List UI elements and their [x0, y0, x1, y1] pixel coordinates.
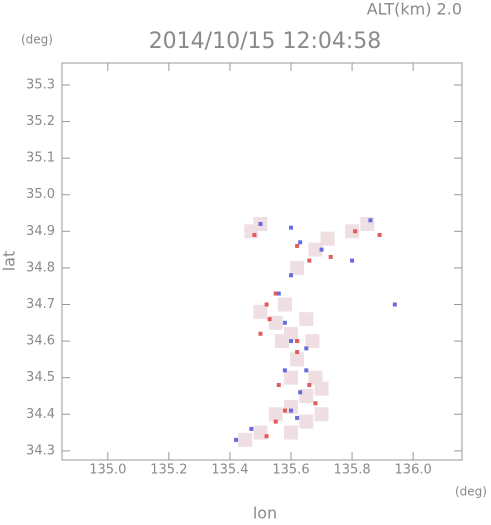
y-tick-label: 35.2: [26, 114, 55, 129]
radar-echo: [295, 243, 300, 248]
radar-echo: [289, 408, 294, 413]
radar-echo: [277, 297, 292, 312]
radar-echo: [282, 408, 287, 413]
radar-echo: [314, 407, 329, 422]
radar-echo: [295, 350, 300, 355]
x-axis-label: lon: [253, 504, 277, 522]
radar-echo: [289, 225, 294, 230]
radar-echo: [299, 312, 314, 327]
radar-echo: [264, 302, 269, 307]
radar-echo: [328, 254, 333, 259]
y-tick-label: 34.4: [26, 407, 55, 422]
radar-echo: [289, 339, 294, 344]
radar-echo: [268, 315, 283, 330]
radar-echo: [282, 368, 287, 373]
radar-echo: [282, 320, 287, 325]
altitude-label: ALT(km) 2.0: [367, 0, 462, 19]
radar-echo: [368, 218, 373, 223]
radar-echo: [284, 425, 299, 440]
radar-echo: [304, 368, 309, 373]
radar-echo: [258, 331, 263, 336]
radar-echo: [298, 390, 303, 395]
y-tick-label: 34.7: [26, 297, 55, 312]
radar-echo: [353, 229, 358, 234]
y-tick-label: 34.8: [26, 260, 55, 275]
radar-echo: [274, 334, 289, 349]
radar-echo: [308, 242, 323, 257]
y-unit: (deg): [21, 33, 53, 47]
radar-echo: [268, 407, 283, 422]
radar-echo: [238, 432, 253, 447]
x-tick-label: 135.4: [211, 463, 248, 478]
y-tick-label: 34.3: [26, 443, 55, 458]
radar-echo: [234, 437, 239, 442]
radar-echo: [377, 232, 382, 237]
radar-echo: [392, 302, 397, 307]
y-axis-label: lat: [0, 251, 19, 272]
radar-echo: [290, 352, 305, 367]
radar-echo: [264, 434, 269, 439]
x-tick-label: 135.6: [272, 463, 309, 478]
radar-echo: [289, 273, 294, 278]
radar-echo: [308, 370, 323, 385]
x-tick-label: 136.0: [395, 463, 432, 478]
radar-echo: [299, 414, 314, 429]
radar-echo: [319, 247, 324, 252]
x-tick-label: 135.8: [333, 463, 370, 478]
radar-echo: [267, 317, 272, 322]
radar-echo: [295, 339, 300, 344]
radar-echo: [273, 419, 278, 424]
y-tick-label: 35.0: [26, 187, 55, 202]
radar-echo: [253, 304, 268, 319]
radar-echo: [290, 260, 305, 275]
chart-title: 2014/10/15 12:04:58: [149, 29, 382, 54]
radar-echo: [307, 258, 312, 263]
radar-echo: [314, 381, 329, 396]
plot-frame: [61, 62, 463, 461]
x-unit: (deg): [455, 485, 487, 499]
y-tick-label: 35.1: [26, 151, 55, 166]
radar-echo: [304, 346, 309, 351]
radar-echo: [258, 221, 263, 226]
radar-echo: [253, 425, 268, 440]
radar-echo: [249, 426, 254, 431]
y-tick-label: 34.6: [26, 334, 55, 349]
radar-echo: [273, 291, 278, 296]
x-tick-label: 135.0: [89, 463, 126, 478]
radar-echo: [284, 370, 299, 385]
radar-echo: [299, 388, 314, 403]
y-tick-label: 35.3: [26, 77, 55, 92]
radar-echo: [320, 231, 335, 246]
radar-echo: [295, 415, 300, 420]
radar-echo: [345, 224, 360, 239]
radar-echo: [276, 382, 281, 387]
radar-echo: [313, 401, 318, 406]
x-tick-label: 135.2: [150, 463, 187, 478]
radar-echo: [305, 334, 320, 349]
radar-echo: [298, 240, 303, 245]
radar-echo: [307, 382, 312, 387]
y-tick-label: 34.9: [26, 224, 55, 239]
y-tick-label: 34.5: [26, 370, 55, 385]
radar-echo: [252, 232, 257, 237]
radar-echo: [284, 399, 299, 414]
radar-echo: [276, 291, 281, 296]
radar-echo: [350, 258, 355, 263]
